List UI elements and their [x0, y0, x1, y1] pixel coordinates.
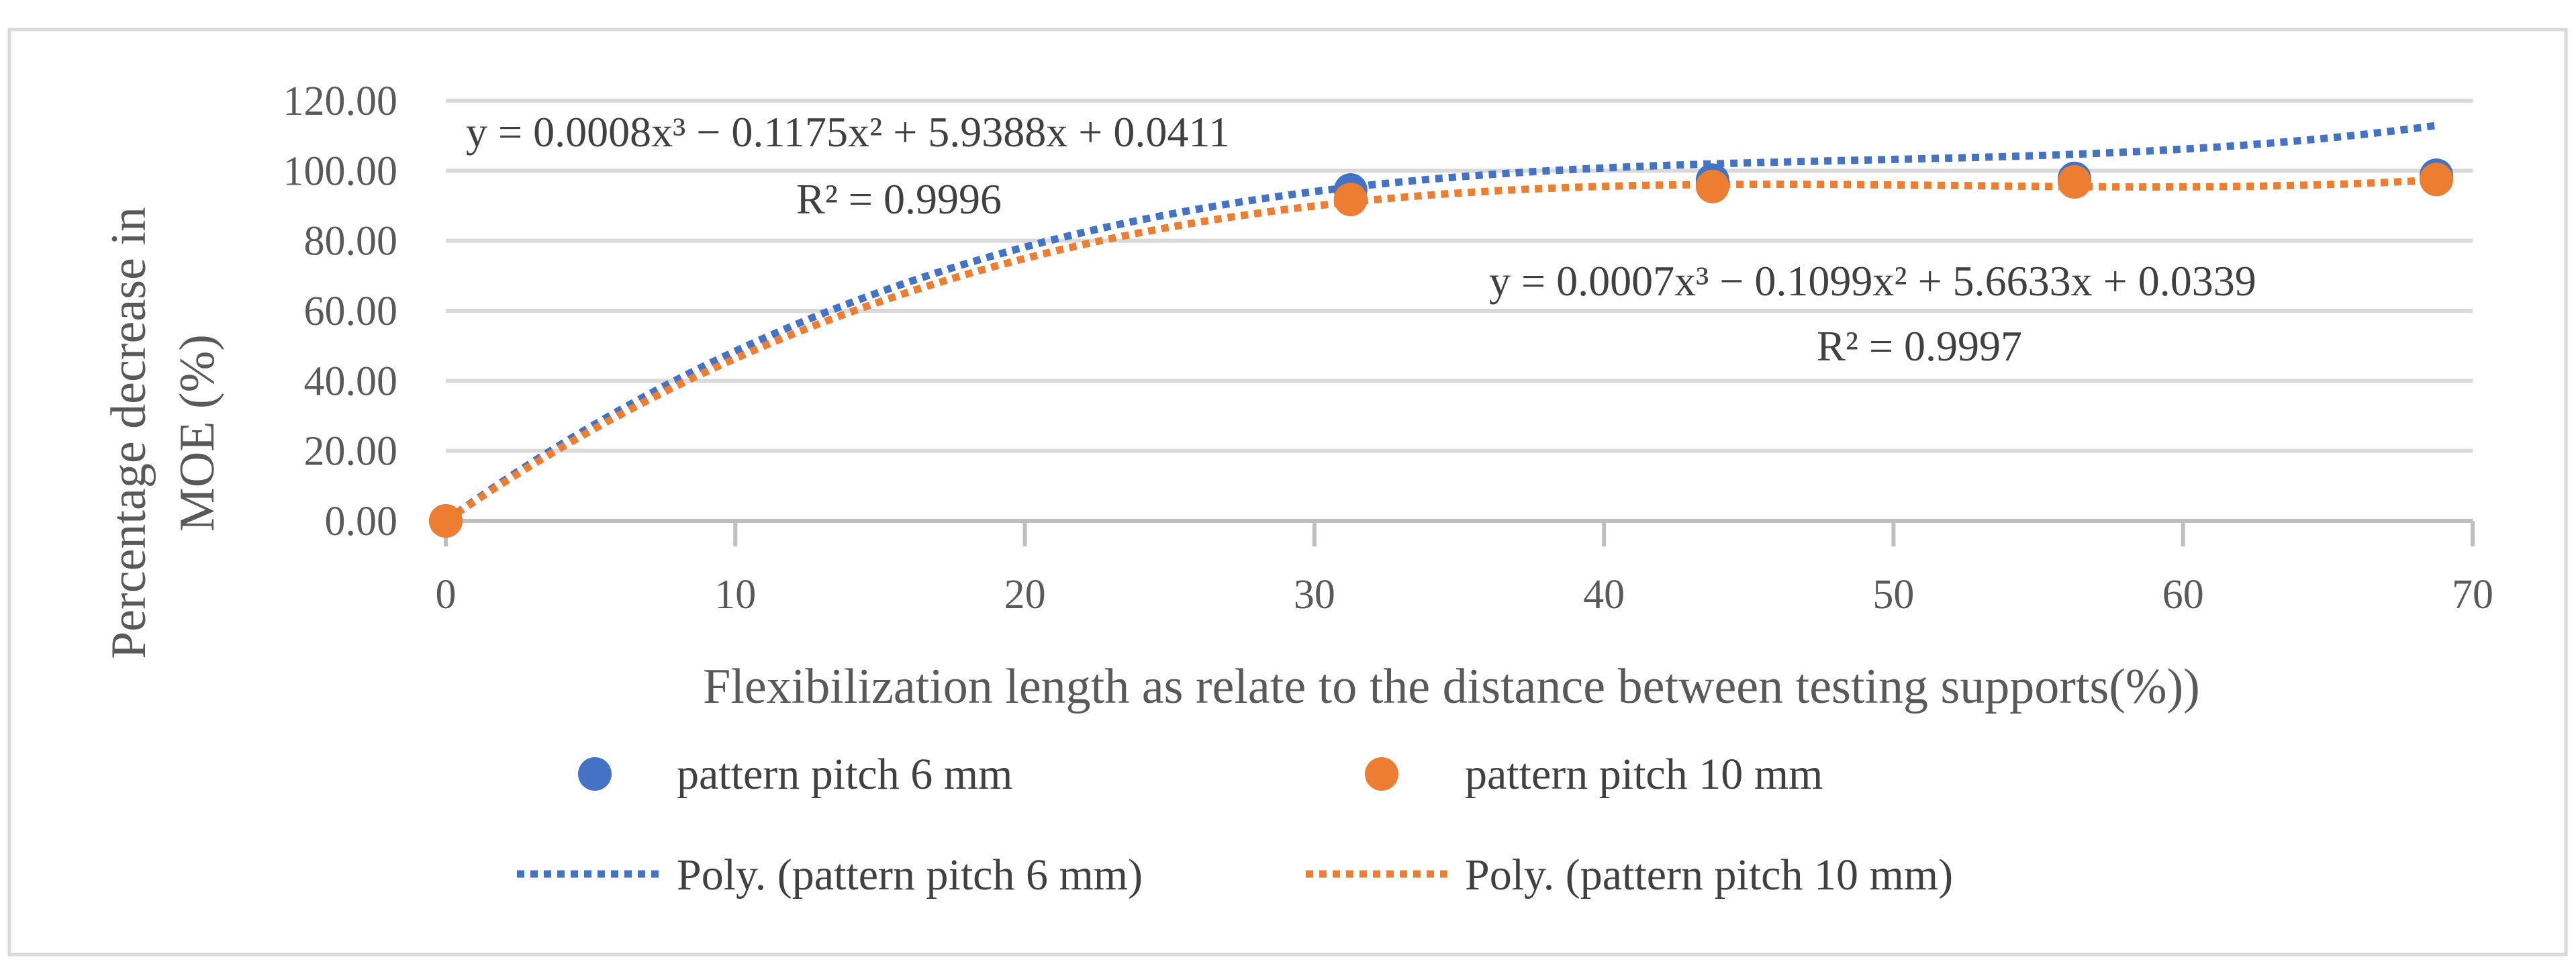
trend-r2-6mm: R² = 0.9996 — [796, 175, 1002, 223]
legend-trend-label-6mm: Poly. (pattern pitch 6 mm) — [677, 850, 1143, 899]
x-tick-label: 30 — [1294, 572, 1335, 618]
data-point-series-2 — [1695, 169, 1729, 203]
x-tick-label: 60 — [2162, 572, 2204, 618]
y-axis-title-line-2: MOE (%) — [170, 334, 225, 532]
trend-r2-10mm: R² = 0.9997 — [1817, 322, 2022, 370]
legend-marker-10mm — [1365, 757, 1398, 791]
x-tick-label: 70 — [2452, 572, 2493, 618]
x-tick-label: 10 — [714, 572, 756, 618]
x-tick-label: 40 — [1583, 572, 1625, 618]
y-tick-label: 100.00 — [283, 148, 398, 194]
x-tick-label: 20 — [1004, 572, 1046, 618]
gridlines — [446, 99, 2473, 453]
y-tick-label: 0.00 — [325, 499, 398, 544]
legend-marker-6mm — [578, 757, 612, 791]
x-tick-label: 0 — [436, 572, 457, 618]
data-points — [429, 158, 2454, 538]
y-tick-label: 120.00 — [283, 79, 398, 124]
x-axis-title: Flexibilization length as relate to the … — [703, 659, 2200, 714]
data-point-series-2 — [429, 504, 463, 538]
trendlines — [443, 121, 2437, 524]
data-point-series-2 — [2057, 165, 2091, 199]
legend-label-6mm: pattern pitch 6 mm — [677, 750, 1012, 799]
trendline-series-1 — [443, 121, 2437, 524]
trendline-series-2 — [443, 176, 2437, 524]
trend-equation-10mm: y = 0.0007x³ − 0.1099x² + 5.6633x + 0.03… — [1489, 257, 2256, 305]
y-tick-label: 40.00 — [304, 358, 398, 404]
y-axis-title-line-1: Percentage decrease in — [101, 207, 156, 659]
data-point-series-2 — [2420, 162, 2454, 197]
legend-label-10mm: pattern pitch 10 mm — [1465, 750, 1823, 799]
trend-equation-6mm: y = 0.0008x³ − 0.1175x² + 5.9388x + 0.04… — [466, 108, 1230, 156]
data-point-series-2 — [1333, 183, 1368, 217]
y-tick-label: 20.00 — [304, 429, 398, 475]
axes: 0.00 20.00 40.00 60.00 80.00 100.00 120.00 0 10 2… — [283, 79, 2494, 618]
x-tick-label: 50 — [1872, 572, 1914, 618]
legend-trend-label-10mm: Poly. (pattern pitch 10 mm) — [1465, 850, 1953, 899]
y-tick-label: 80.00 — [304, 219, 398, 264]
y-tick-label: 60.00 — [304, 289, 398, 334]
